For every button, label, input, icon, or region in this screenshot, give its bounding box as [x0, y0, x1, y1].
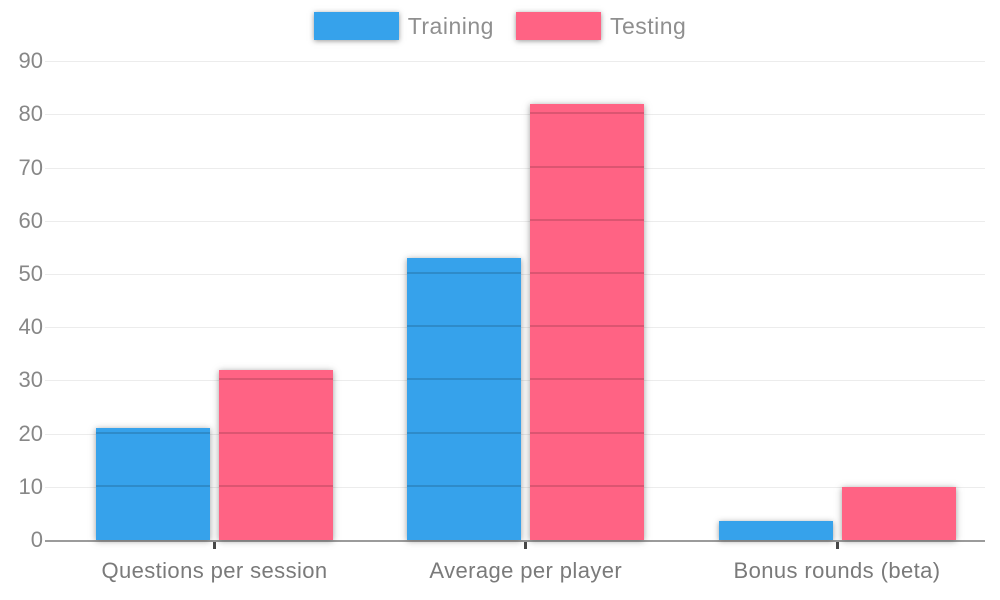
x-axis-line: [45, 540, 985, 542]
bar-testing-group3[interactable]: [841, 486, 956, 540]
bar-internal-gridline: [219, 431, 333, 434]
bar-internal-gridline: [407, 484, 522, 487]
bar-internal-gridline: [219, 378, 333, 381]
bar-internal-gridline: [530, 378, 645, 381]
y-tick-label-50: 50: [18, 261, 43, 286]
x-category-label-1: Questions per session: [101, 558, 328, 583]
bar-training-group1[interactable]: [96, 428, 210, 540]
bar-internal-gridline: [530, 112, 645, 115]
y-tick-label-0: 0: [30, 527, 43, 552]
legend-item-pink-series[interactable]: Testing: [515, 12, 687, 40]
y-tick-label-40: 40: [18, 314, 43, 340]
y-tick-label-20: 20: [18, 420, 43, 446]
bar-internal-gridline: [530, 484, 645, 487]
bar-internal-gridline: [530, 431, 645, 434]
y-tick-label-60: 60: [18, 207, 43, 233]
gridline-90: [45, 61, 985, 63]
y-tick-label-80: 80: [18, 101, 43, 127]
bar-internal-gridline: [530, 271, 645, 274]
x-axis-tick: [524, 542, 528, 549]
x-category-label-2: Average per player: [429, 558, 623, 583]
bar-internal-gridline: [530, 325, 645, 328]
y-tick-label-30: 30: [18, 367, 43, 393]
bar-internal-gridline: [407, 378, 522, 381]
legend-swatch: [313, 12, 399, 40]
legend-swatch: [515, 12, 601, 40]
y-tick-label-90: 90: [18, 48, 43, 74]
x-axis-tick: [835, 542, 839, 549]
bar-internal-gridline: [407, 431, 522, 434]
x-axis-tick: [213, 542, 216, 549]
bar-internal-gridline: [407, 325, 522, 328]
chart-legend: Training Testing: [0, 12, 1000, 40]
y-tick-label-10: 10: [18, 473, 43, 499]
gridline-70: [45, 167, 985, 169]
bar-internal-gridline: [96, 484, 210, 487]
bar-internal-gridline: [530, 165, 645, 168]
bar-internal-gridline: [219, 484, 333, 487]
gridline-80: [45, 114, 985, 116]
bar-training-group3[interactable]: [718, 521, 833, 540]
legend-label: Testing: [609, 12, 687, 39]
bar-internal-gridline: [530, 218, 645, 221]
bar-internal-gridline: [407, 271, 522, 274]
gridline-60: [45, 220, 985, 222]
legend-label: Training: [407, 12, 494, 39]
bar-testing-group1[interactable]: [219, 369, 333, 540]
x-category-label-3: Bonus rounds (beta): [733, 558, 941, 583]
bar-internal-gridline: [96, 431, 210, 434]
y-tick-label-70: 70: [18, 154, 43, 180]
legend-item-blue-series[interactable]: Training: [313, 12, 494, 40]
bar-testing-group2[interactable]: [530, 103, 645, 540]
bar-training-group2[interactable]: [407, 258, 522, 540]
